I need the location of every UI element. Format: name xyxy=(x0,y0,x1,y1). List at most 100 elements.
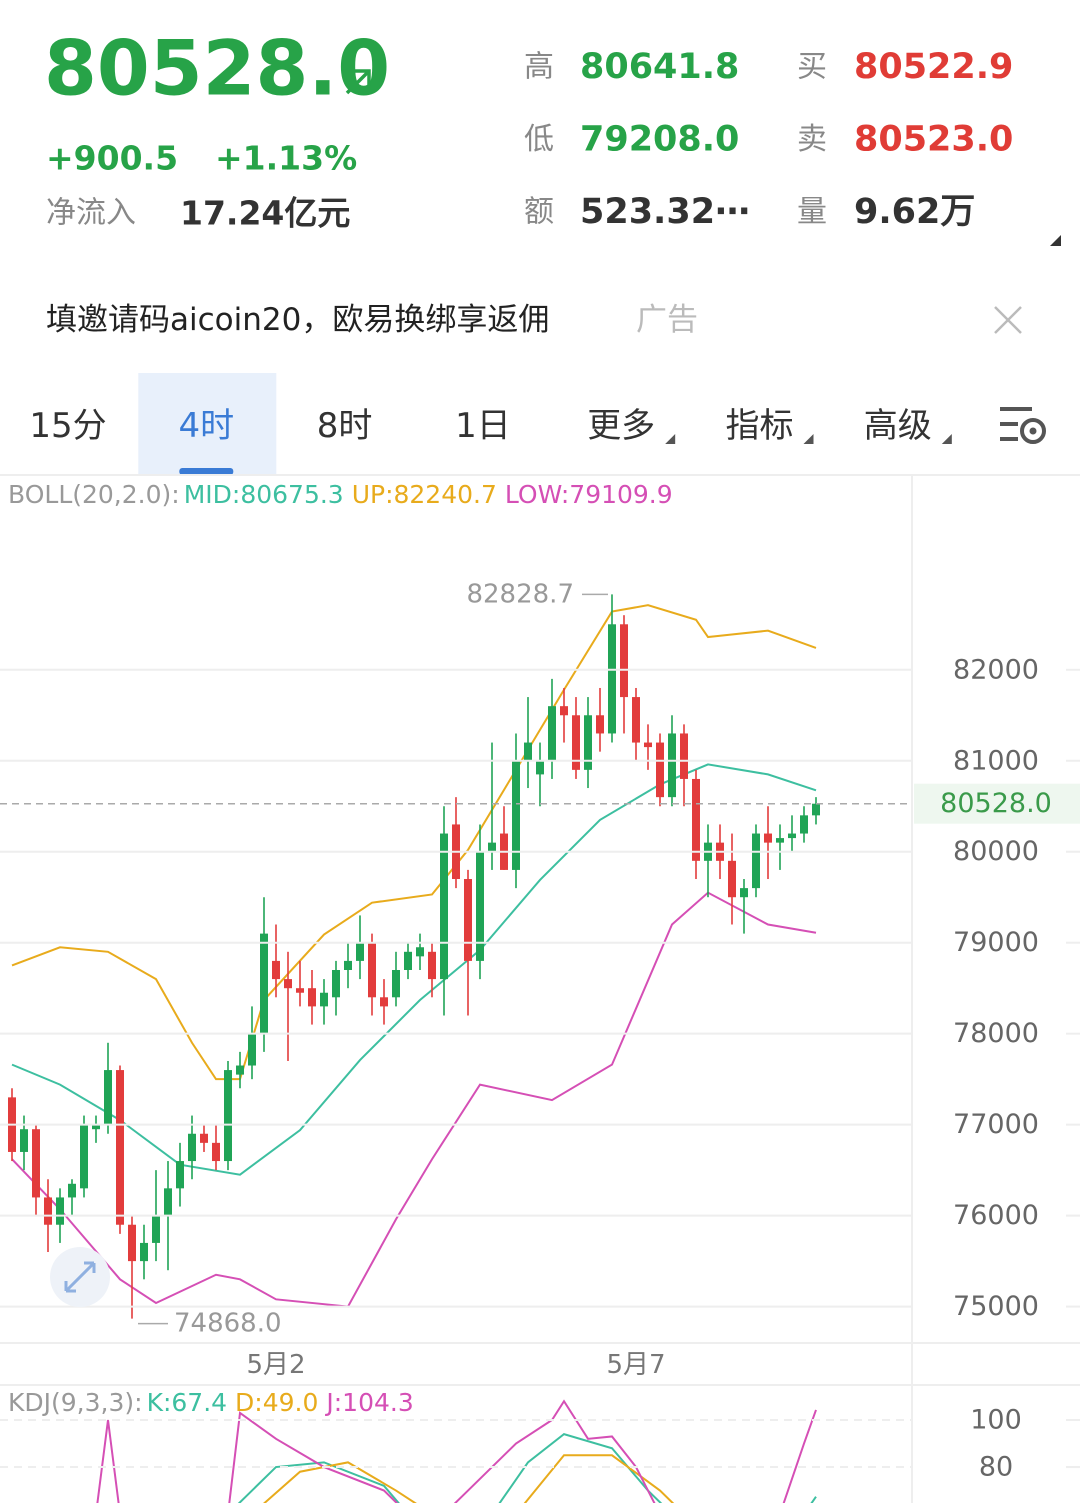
candle-body xyxy=(164,1188,172,1216)
stat-label: 低 xyxy=(524,122,554,157)
expand-corner[interactable] xyxy=(1050,235,1061,246)
candle-body xyxy=(656,742,664,798)
ad-close[interactable] xyxy=(994,306,1022,334)
ad-text[interactable]: 填邀请码aicoin20，欧易换绑享返佣 xyxy=(46,302,549,338)
settings-icon[interactable] xyxy=(1000,407,1046,444)
tab[interactable]: 高级 xyxy=(864,406,932,446)
candle-body xyxy=(56,1197,64,1225)
candle-body xyxy=(392,969,400,998)
tab[interactable]: 15分 xyxy=(29,406,106,446)
candle-body xyxy=(464,879,472,961)
indicator-legend: BOLL(20,2.0): MID:80675.3 UP:82240.7 LOW:79… xyxy=(8,480,673,509)
tab-bar: 15分 4时 8时 1日 更多 指标 高级 xyxy=(29,373,952,475)
last-price: 80528.0 xyxy=(44,24,390,113)
candle-body xyxy=(92,1124,100,1130)
stat-value: 523.32⋯ xyxy=(580,192,750,232)
stat-value: 80522.9 xyxy=(854,47,1013,87)
y-tick-label: 80 xyxy=(979,1452,1013,1483)
dropdown-indicator xyxy=(941,434,952,444)
tab[interactable]: 更多 xyxy=(587,406,655,446)
indicator-line xyxy=(11,891,817,1308)
candle-body xyxy=(128,1224,136,1262)
chart-area: 75000 76000 77000 78000 79000 80000 81000 82000… xyxy=(0,480,1080,1503)
y-tick-label: 78000 xyxy=(953,1018,1039,1049)
candle-body xyxy=(236,1065,244,1075)
legend-entry: D:49.0 xyxy=(235,1388,318,1417)
candle-body xyxy=(356,942,364,961)
inflow-label: 净流入 xyxy=(46,196,136,231)
candle-body xyxy=(740,888,748,898)
last-price-tag xyxy=(914,783,1080,824)
candle-body xyxy=(320,992,328,1007)
tab-highlight xyxy=(138,373,277,475)
candle-body xyxy=(44,1197,52,1225)
stat-label: 量 xyxy=(797,195,827,230)
stat-label: 买 xyxy=(797,50,827,85)
candle-body xyxy=(548,706,556,761)
legend-entry: LOW:79109.9 xyxy=(505,480,673,509)
tab-underline xyxy=(179,468,234,475)
legend-entry: J:104.3 xyxy=(324,1388,413,1417)
candle-body xyxy=(260,933,268,1034)
y-tick-label: 82000 xyxy=(953,654,1039,685)
candle-body xyxy=(524,742,532,761)
candle-body xyxy=(332,969,340,998)
tab[interactable]: 4时 xyxy=(178,406,234,446)
tab[interactable]: 8时 xyxy=(317,406,373,446)
indicator-line xyxy=(263,1454,675,1503)
candle-body xyxy=(764,833,772,843)
candle-body xyxy=(512,760,520,870)
candle-body xyxy=(104,1070,112,1125)
last-price-label: 80528.0 xyxy=(940,788,1052,819)
y-tick-label: 79000 xyxy=(953,927,1039,958)
candle-body xyxy=(200,1133,208,1143)
candle-body xyxy=(620,624,628,698)
price-change-pct: +1.13% xyxy=(215,139,357,178)
candle-body xyxy=(188,1133,196,1162)
candle-body xyxy=(596,715,604,734)
candle-body xyxy=(560,706,568,716)
fullscreen-button[interactable] xyxy=(50,1247,110,1307)
legend-entry: K:67.4 xyxy=(147,1388,227,1417)
candle-body xyxy=(788,833,796,839)
indicator-line xyxy=(11,604,817,1081)
candle-body xyxy=(176,1161,184,1189)
candle-body xyxy=(248,1033,256,1066)
candle-body xyxy=(32,1129,40,1198)
candle-body xyxy=(668,733,676,798)
plot xyxy=(8,594,820,1319)
x-tick-label: 5月2 xyxy=(246,1350,305,1380)
candle-body xyxy=(80,1124,88,1189)
candle-body xyxy=(284,979,292,989)
candle-body xyxy=(692,778,700,861)
stat-label: 高 xyxy=(524,50,554,85)
y-tick-label: 76000 xyxy=(953,1200,1039,1231)
ad-tag: 广告 xyxy=(636,302,698,338)
dropdown-indicator xyxy=(803,434,814,444)
tab[interactable]: 1日 xyxy=(455,406,511,446)
price-change: +900.5 xyxy=(46,139,178,178)
stat-value: 9.62万 xyxy=(854,192,975,232)
y-tick-label: 80000 xyxy=(953,836,1039,867)
candle-body xyxy=(488,842,496,852)
legend-entry: KDJ(9,3,3): xyxy=(8,1388,143,1417)
candle-body xyxy=(272,960,280,980)
candle-body xyxy=(296,988,304,993)
indicator-legend: KDJ(9,3,3): K:67.4 D:49.0 J:104.3 xyxy=(8,1388,414,1417)
candle-body xyxy=(140,1242,148,1262)
candle-body xyxy=(752,833,760,889)
candle-body xyxy=(536,760,544,775)
stat-label: 额 xyxy=(524,195,554,230)
plot xyxy=(96,1399,817,1503)
candle-body xyxy=(812,803,820,816)
dropdown-indicator xyxy=(665,434,676,444)
candle-body xyxy=(416,947,424,957)
y-tick-label: 100 xyxy=(970,1405,1022,1436)
candle-body xyxy=(644,742,652,748)
candle-body xyxy=(572,715,580,770)
stat-label: 卖 xyxy=(797,122,827,157)
stat-value: 80523.0 xyxy=(854,120,1013,160)
candle-body xyxy=(476,851,484,961)
tab[interactable]: 指标 xyxy=(726,406,794,446)
